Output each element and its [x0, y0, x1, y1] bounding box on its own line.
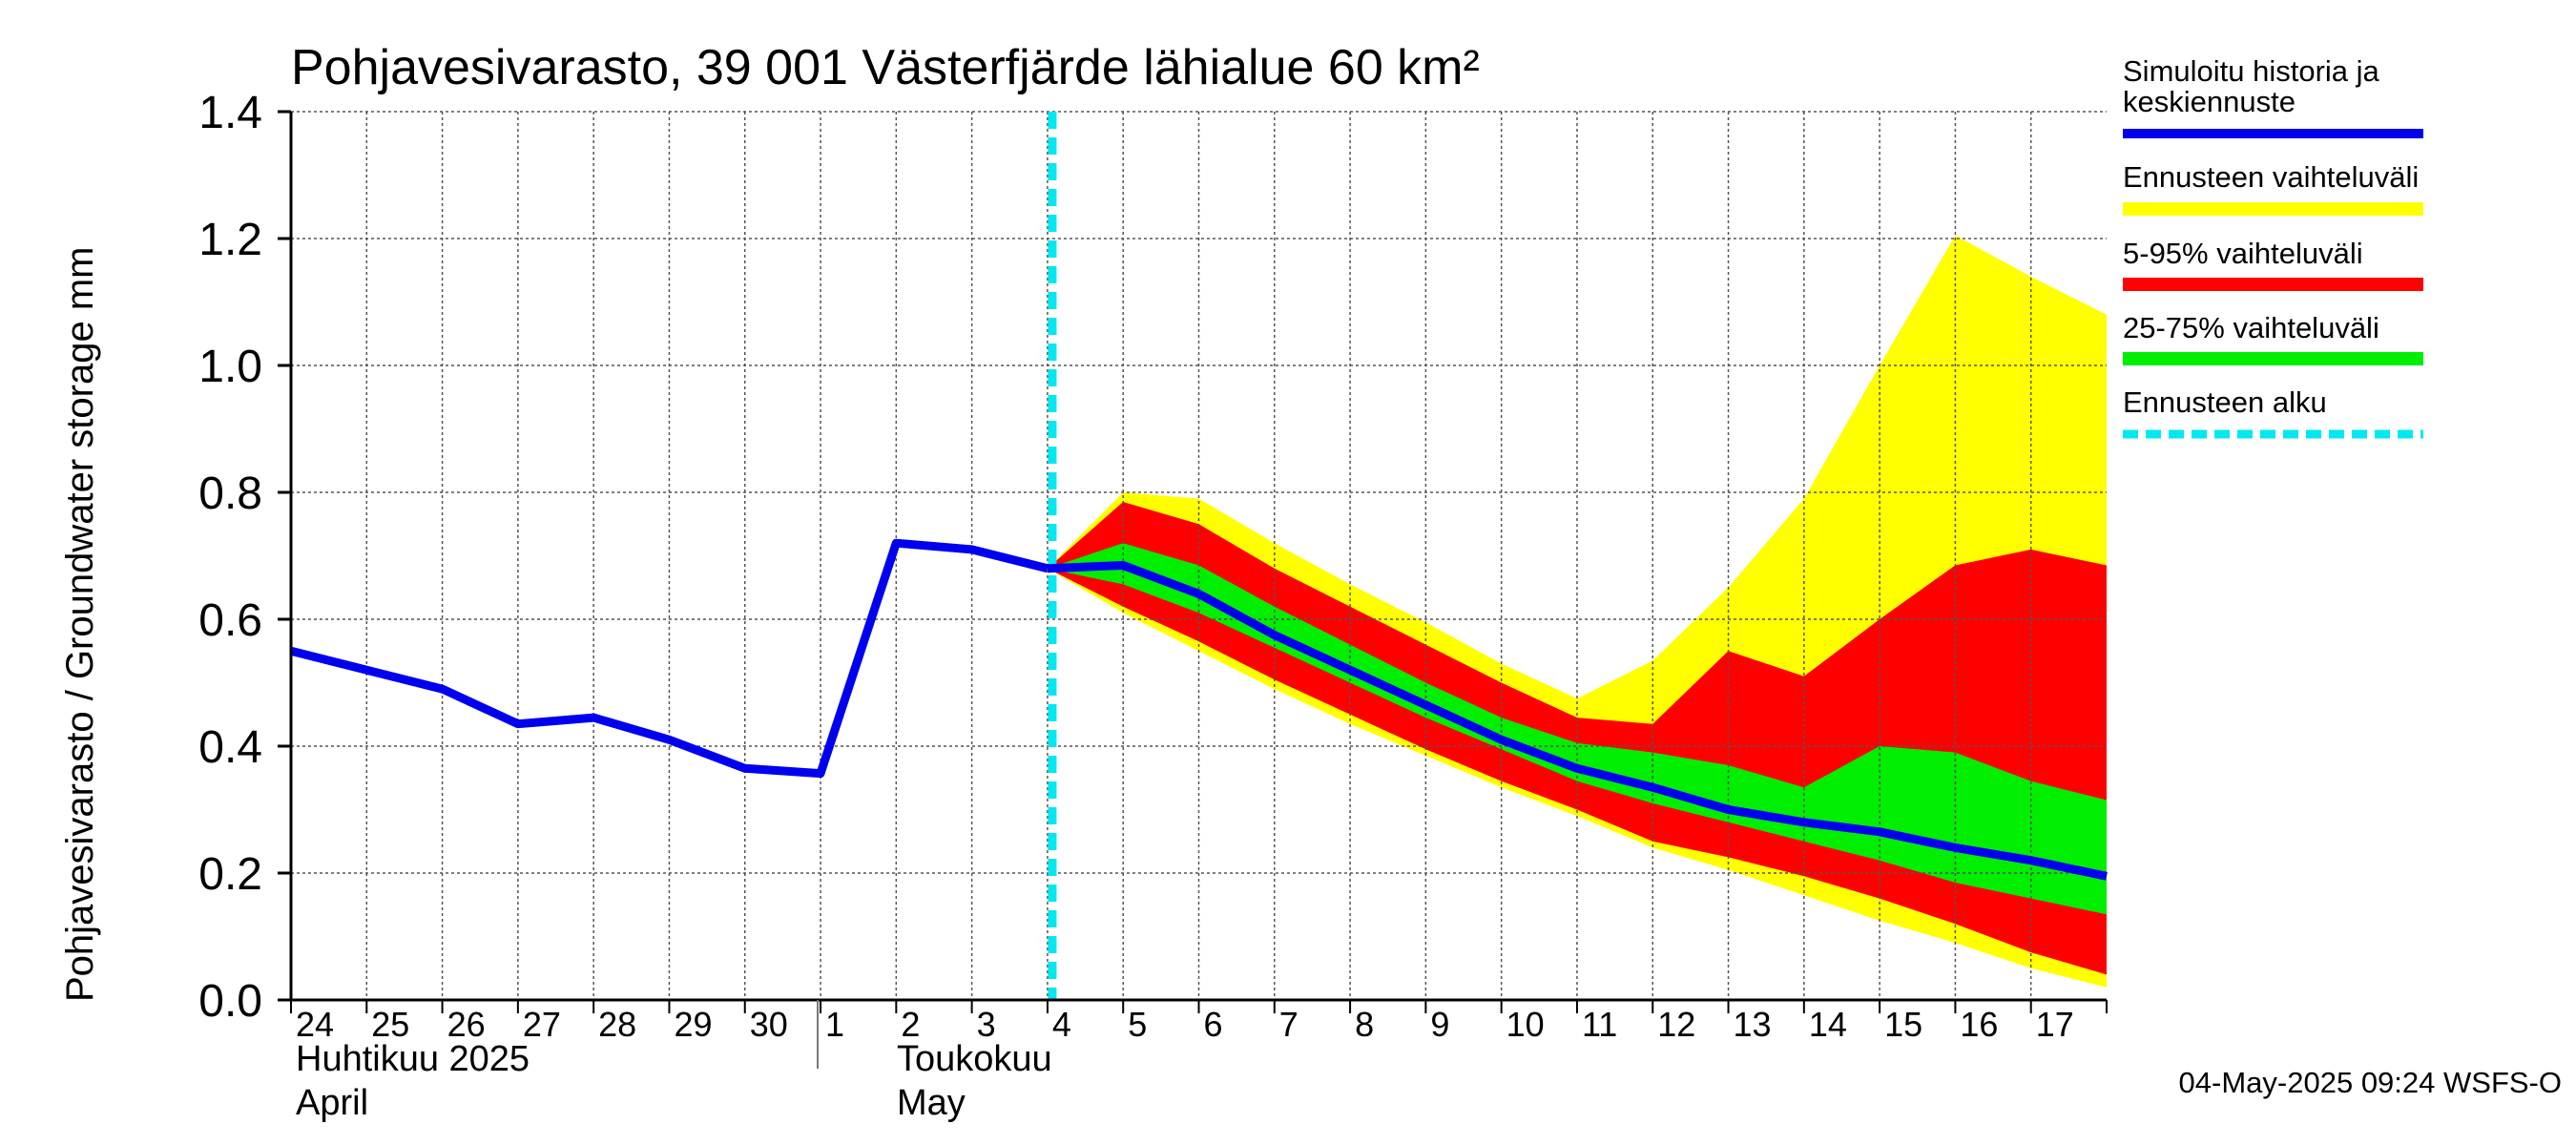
x-tick-label: 1: [825, 1005, 844, 1044]
legend-p5-95-label: 5-95% vaihteluväli: [2123, 237, 2363, 270]
history-line: [289, 538, 1049, 779]
x-tick-label: 10: [1506, 1005, 1545, 1044]
data-lines: [289, 112, 2108, 1000]
band-25-75: [1047, 543, 2107, 915]
legend-history-label-1: Simuloitu historia ja: [2123, 54, 2380, 88]
y-tick-label: 0.6: [198, 595, 262, 646]
x-tick-label: 17: [2036, 1005, 2074, 1044]
y-tick-label: 1.4: [198, 88, 262, 138]
median-forecast-line: [1047, 561, 2108, 881]
x-tick-label: 28: [598, 1005, 636, 1044]
month-label-may-fi: Toukokuu: [897, 1039, 1052, 1079]
legend-p25-75-label: 25-75% vaihteluväli: [2123, 311, 2379, 344]
legend-forecast-start-label: Ennusteen alku: [2123, 385, 2327, 419]
x-tick-label: 9: [1430, 1005, 1449, 1044]
x-tick-label: 13: [1734, 1005, 1772, 1044]
x-tick-label: 5: [1128, 1005, 1147, 1044]
y-axis-label: Pohjavesivarasto / Groundwater storage m…: [59, 247, 101, 1002]
x-tick-label: 29: [674, 1005, 712, 1044]
y-tick-label: 0.4: [198, 722, 262, 773]
y-tick-label: 1.2: [198, 215, 262, 265]
y-tick-label: 1.0: [198, 342, 262, 392]
legend-range-label: Ennusteen vaihteluväli: [2123, 160, 2419, 194]
x-tick-label: 11: [1582, 1005, 1617, 1044]
x-tick-label: 6: [1204, 1005, 1223, 1044]
x-tick-label: 26: [447, 1005, 486, 1044]
chart-title: Pohjavesivarasto, 39 001 Västerfjärde lä…: [291, 40, 1480, 95]
legend-history-label-2: keskiennuste: [2123, 85, 2296, 118]
x-tick-labels: 24 25 26 27 28 29 30 1 2 3 4 5 6 7 8 9 10 11 12 13 14 15 16 17: [296, 1005, 2074, 1044]
x-tick-label: 14: [1809, 1005, 1847, 1044]
x-tick-label: 16: [1960, 1005, 1998, 1044]
x-tick-label: 8: [1355, 1005, 1374, 1044]
x-tick-label: 30: [750, 1005, 788, 1044]
y-tick-labels: 0.0 0.2 0.4 0.6 0.8 1.0 1.2 1.4: [198, 88, 262, 1027]
x-tick-label: 4: [1052, 1005, 1071, 1044]
footer-timestamp: 04-May-2025 09:24 WSFS-O: [2179, 1066, 2562, 1099]
axes: [278, 110, 2108, 1069]
x-tick-label: 2: [901, 1005, 920, 1044]
month-label-may-en: May: [897, 1083, 966, 1123]
y-tick-label: 0.8: [198, 468, 262, 519]
y-tick-label: 0.0: [198, 976, 262, 1027]
x-tick-label: 3: [977, 1005, 996, 1044]
y-tick-label: 0.2: [198, 849, 262, 900]
x-tick-label: 12: [1657, 1005, 1695, 1044]
grid-lines: [291, 111, 2107, 1000]
month-label-april-en: April: [296, 1083, 368, 1123]
month-label-april-fi: Huhtikuu 2025: [296, 1039, 530, 1079]
x-tick-label: 15: [1884, 1005, 1922, 1044]
x-tick-label: 7: [1279, 1005, 1298, 1044]
x-tick-label: 25: [371, 1005, 409, 1044]
legend: Simuloitu historia ja keskiennuste Ennus…: [2123, 54, 2423, 439]
x-tick-label: 24: [296, 1005, 334, 1044]
x-tick-label: 27: [523, 1005, 561, 1044]
